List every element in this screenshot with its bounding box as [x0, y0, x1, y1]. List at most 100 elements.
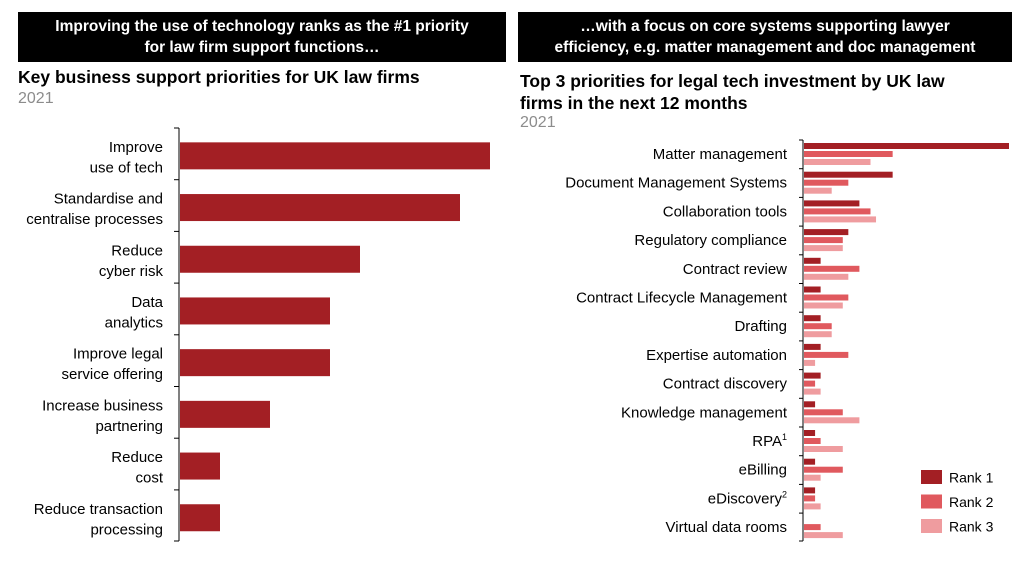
left-bar — [180, 245, 360, 273]
right-category-label: Drafting — [734, 318, 787, 335]
right-category-label: Contract discovery — [663, 376, 788, 393]
right-category-label: Expertise automation — [646, 347, 787, 364]
right-bar-rank-3 — [804, 187, 832, 194]
right-category-label-text: Virtual data rooms — [666, 519, 787, 536]
right-chart-title: Top 3 priorities for legal tech investme… — [520, 70, 945, 114]
right-category-label: RPA1 — [752, 432, 787, 450]
right-category-label: Document Management Systems — [565, 175, 787, 192]
legend: Rank 1 Rank 2 Rank 3 — [921, 470, 994, 535]
right-bar-rank-3 — [804, 273, 849, 280]
right-category-footnote: 1 — [782, 432, 787, 442]
right-category-label-text: Contract review — [683, 261, 787, 278]
left-chart-title: Key business support priorities for UK l… — [18, 67, 420, 87]
right-bar-rank-1 — [804, 487, 816, 494]
right-chart-subtitle: 2021 — [520, 114, 556, 131]
right-bar-rank-1 — [804, 171, 893, 178]
right-bar-rank-2 — [804, 265, 860, 272]
legend-label: Rank 2 — [949, 494, 994, 510]
right-bar-rank-1 — [804, 200, 860, 207]
right-category-label-text: Matter management — [653, 146, 788, 163]
right-bar-rank-1 — [804, 430, 816, 436]
right-bar-rank-3 — [804, 245, 843, 252]
legend-swatch — [921, 494, 942, 509]
right-bar-rank-3 — [804, 216, 877, 223]
left-category-label: Standardise and centralise processes — [26, 191, 163, 229]
legend-label: Rank 3 — [949, 519, 994, 535]
right-category-label: Contract review — [683, 261, 787, 278]
right-category-label-text: RPA — [752, 433, 782, 450]
right-category-footnote: 2 — [782, 489, 787, 499]
right-bar-rank-3 — [804, 388, 821, 395]
right-category-label-text: Collaboration tools — [663, 203, 787, 220]
right-bar-rank-1 — [804, 401, 816, 408]
right-chart-title-line-1: Top 3 priorities for legal tech investme… — [520, 71, 945, 91]
left-category-label: Improve legal service offering — [62, 346, 163, 384]
right-bar-rank-2 — [804, 151, 893, 157]
left-category-label-line: Reduce — [111, 449, 163, 466]
left-bar-chart: Improve use of tech Standardise and central… — [26, 127, 490, 542]
left-banner-line-2: for law firm support functions… — [144, 39, 380, 56]
right-category-label: Collaboration tools — [663, 203, 787, 220]
right-bar-rank-3 — [804, 302, 843, 309]
right-category-label-text: Expertise automation — [646, 347, 787, 364]
right-banner-line-2: efficiency, e.g. matter management and d… — [554, 39, 976, 56]
right-bar-rank-2 — [804, 208, 871, 215]
right-bar-rank-2 — [804, 179, 849, 186]
right-category-label-text: eBilling — [739, 462, 787, 479]
right-category-label: Matter management — [653, 146, 788, 163]
left-category-label-line: Data — [131, 294, 163, 311]
right-bar-rank-3 — [804, 474, 821, 481]
left-category-label-line: processing — [90, 521, 163, 538]
right-bar-rank-3 — [804, 331, 832, 338]
left-bar — [180, 194, 460, 222]
right-category-label-text: eDiscovery — [708, 490, 783, 507]
left-bar — [180, 452, 220, 480]
right-bar-rank-1 — [804, 286, 821, 293]
right-bar-rank-3 — [804, 417, 860, 424]
right-chart-title-line-2: firms in the next 12 months — [520, 93, 748, 113]
right-bar-rank-2 — [804, 323, 832, 330]
right-bar-rank-3 — [804, 359, 816, 366]
legend-swatch — [921, 470, 942, 484]
left-category-label: Improve use of tech — [90, 139, 163, 177]
right-bar-rank-2 — [804, 237, 843, 244]
right-category-label-text: Regulatory compliance — [634, 232, 787, 249]
right-bar-rank-2 — [804, 294, 849, 301]
left-category-label-line: Standardise and — [54, 191, 163, 208]
left-category-label-line: Increase business — [42, 397, 163, 414]
left-category-label-line: Reduce transaction — [34, 501, 163, 518]
legend-swatch — [921, 519, 942, 533]
right-category-label: eBilling — [739, 462, 787, 479]
right-category-label-text: Contract discovery — [663, 376, 788, 393]
right-bar-rank-2 — [804, 351, 849, 358]
right-category-label-text: Document Management Systems — [565, 175, 787, 192]
right-bar-rank-3 — [804, 532, 843, 539]
left-bar — [180, 349, 330, 377]
right-bar-rank-1 — [804, 315, 821, 322]
legend-label: Rank 1 — [949, 470, 994, 486]
right-category-label: Virtual data rooms — [666, 519, 787, 536]
left-category-label-line: analytics — [105, 314, 163, 331]
right-bar-rank-1 — [804, 143, 1009, 149]
left-category-label-line: partnering — [95, 418, 163, 435]
left-bar — [180, 400, 270, 428]
left-category-label-line: centralise processes — [26, 211, 163, 228]
right-category-label: Contract Lifecycle Management — [576, 290, 788, 307]
right-bar-rank-1 — [804, 458, 816, 465]
left-category-label: Reduce cyber risk — [99, 242, 164, 280]
right-category-label-text: Drafting — [734, 318, 787, 335]
right-bar-rank-2 — [804, 409, 843, 416]
right-bar-rank-1 — [804, 257, 821, 264]
right-bar-rank-2 — [804, 466, 843, 473]
left-bar — [180, 504, 220, 532]
left-category-label-line: Improve — [109, 139, 163, 156]
right-category-label: eDiscovery2 — [708, 489, 787, 507]
right-bar-rank-2 — [804, 495, 816, 502]
left-category-label-line: Improve legal — [73, 346, 163, 363]
right-category-label-text: Contract Lifecycle Management — [576, 290, 788, 307]
right-bar-rank-3 — [804, 159, 871, 165]
left-category-label: Reduce cost — [111, 449, 164, 487]
right-bar-rank-1 — [804, 229, 849, 236]
right-category-label: Regulatory compliance — [634, 232, 787, 249]
left-category-label: Reduce transaction processing — [34, 501, 163, 539]
